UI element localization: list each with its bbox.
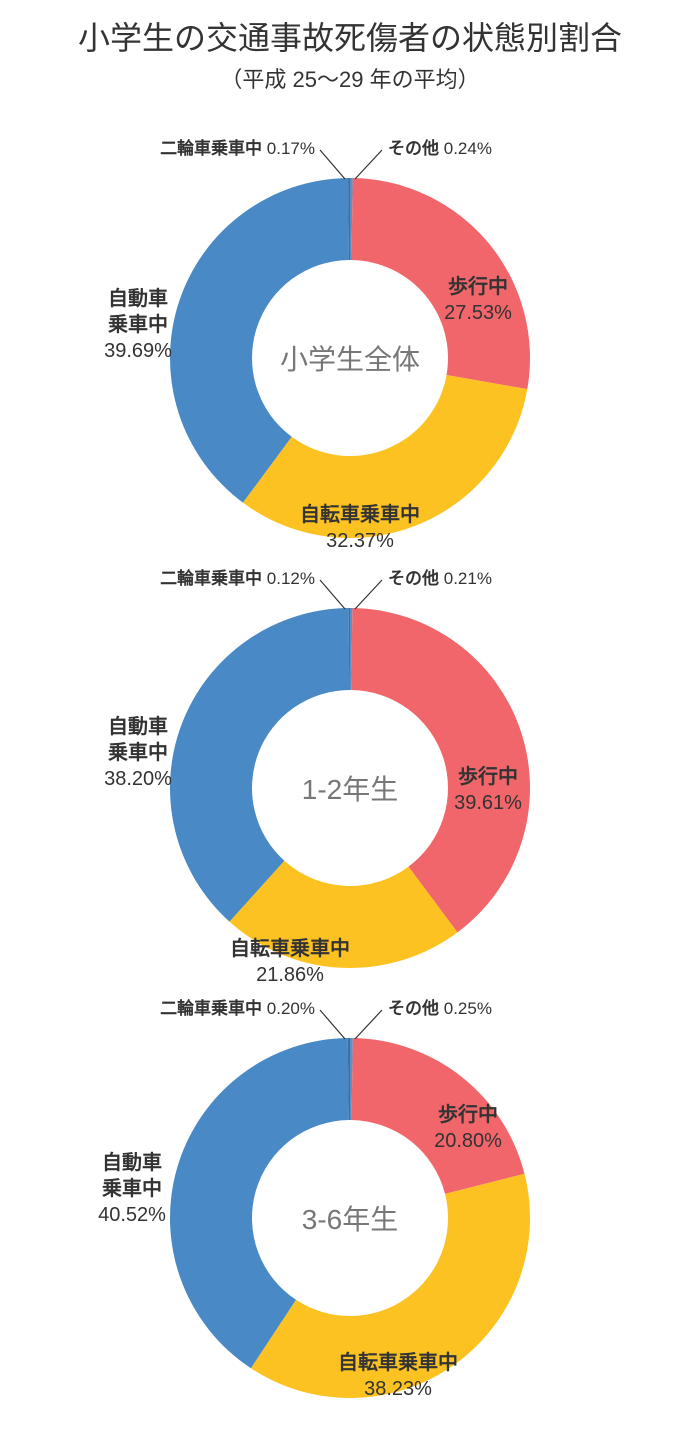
segment-label-walking: 歩行中20.80% (434, 1102, 502, 1154)
segment-label-bicycle: 自転車乗車中38.23% (338, 1350, 458, 1402)
segment-label-car: 自動車乗車中39.69% (104, 286, 172, 364)
title-block: 小学生の交通事故死傷者の状態別割合 （平成 25～29 年の平均） (0, 0, 700, 94)
segment-label-walking: 歩行中39.61% (454, 764, 522, 816)
leader-line-right (355, 580, 382, 609)
page-subtitle: （平成 25～29 年の平均） (0, 62, 700, 94)
leader-line-left (320, 150, 345, 179)
segment-label-walking: 歩行中27.53% (444, 274, 512, 326)
leader-line-right (355, 150, 382, 179)
leader-line-left (320, 580, 345, 609)
segment-label-bicycle: 自転車乗車中21.86% (230, 936, 350, 988)
center-label: 3-6年生 (170, 1038, 530, 1398)
ext-label-motorcycle: 二輪車乗車中 0.20% (160, 994, 315, 1019)
ext-label-other: その他 0.24% (388, 134, 492, 159)
ext-label-motorcycle: 二輪車乗車中 0.17% (160, 134, 315, 159)
donut-chart-0: 小学生全体 二輪車乗車中 0.17% その他 0.24% 歩行中27.53% 自転車乗車… (0, 124, 700, 554)
page-title: 小学生の交通事故死傷者の状態別割合 (0, 18, 700, 60)
segment-label-bicycle: 自転車乗車中32.37% (300, 502, 420, 554)
center-label: 小学生全体 (170, 178, 530, 538)
leader-line-right (355, 1010, 382, 1039)
segment-label-car: 自動車乗車中38.20% (104, 714, 172, 792)
ext-label-other: その他 0.25% (388, 994, 492, 1019)
ext-label-motorcycle: 二輪車乗車中 0.12% (160, 564, 315, 589)
donut-chart-2: 3-6年生 二輪車乗車中 0.20% その他 0.25% 歩行中20.80% 自転車乗車… (0, 984, 700, 1414)
ext-label-other: その他 0.21% (388, 564, 492, 589)
leader-line-left (320, 1010, 345, 1039)
donut-chart-1: 1-2年生二輪車乗車中 0.12%その他 0.21%歩行中39.61%自転車乗車… (0, 554, 700, 984)
segment-label-car: 自動車乗車中40.52% (98, 1150, 166, 1228)
charts-container: 小学生全体 二輪車乗車中 0.17% その他 0.24% 歩行中27.53% 自転車乗車… (0, 124, 700, 1414)
